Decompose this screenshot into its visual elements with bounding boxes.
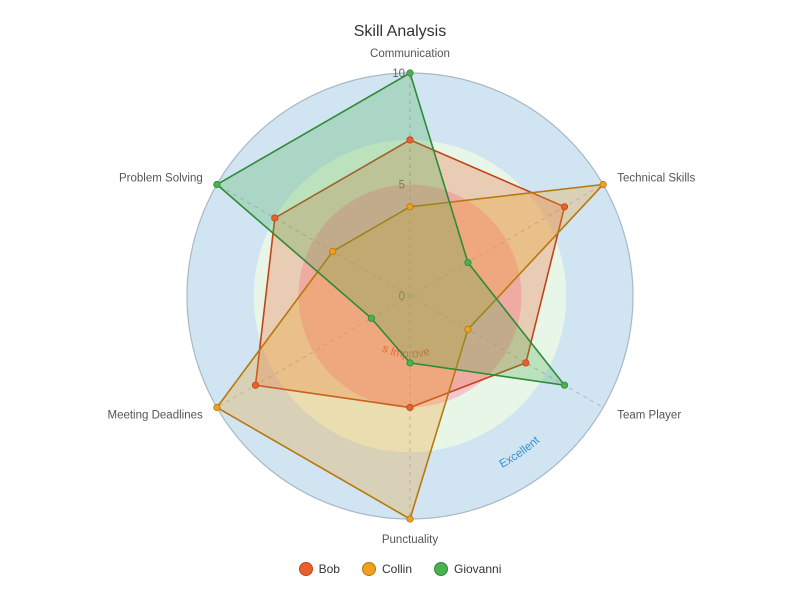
data-point-bob[interactable] — [406, 403, 414, 412]
legend-item-bob[interactable]: Bob — [298, 562, 340, 576]
data-point-bob[interactable] — [251, 381, 260, 389]
data-point-giovanni[interactable] — [213, 180, 221, 189]
data-point-giovanni[interactable] — [367, 314, 375, 322]
data-point-collin[interactable] — [406, 203, 414, 211]
tick-label: 5 — [399, 180, 405, 192]
data-point-giovanni[interactable] — [464, 258, 472, 267]
data-point-collin[interactable] — [406, 515, 414, 523]
data-point-collin[interactable] — [213, 403, 221, 412]
data-point-collin[interactable] — [329, 247, 337, 255]
data-point-bob[interactable] — [560, 203, 569, 211]
data-point-giovanni[interactable] — [406, 69, 414, 77]
axis-spoke — [216, 295, 411, 408]
labels-layer: Communication Technical Skills Team Player… — [107, 48, 695, 546]
legend-swatch — [434, 562, 448, 576]
indicator-label: Punctuality — [382, 534, 439, 546]
indicator-label: Technical Skills — [617, 173, 695, 185]
data-point-collin[interactable] — [464, 325, 472, 334]
data-point-bob[interactable] — [522, 359, 530, 367]
legend-swatch — [298, 562, 313, 576]
chart-title: Skill Analysis — [354, 23, 446, 40]
band-area — [187, 73, 633, 519]
legend-label: Collin — [381, 562, 412, 576]
tick-label: 0 — [399, 291, 405, 303]
data-point-bob[interactable] — [271, 214, 279, 222]
indicator-label: Meeting Deadlines — [107, 410, 203, 422]
data-point-collin[interactable] — [599, 180, 607, 189]
indicator-label: Communication — [370, 48, 450, 60]
axis-spoke — [216, 184, 411, 297]
legend-label: Giovanni — [454, 562, 502, 576]
legend-swatch — [361, 562, 376, 576]
legend-label: Bob — [318, 562, 340, 576]
legend-item-giovanni[interactable]: Giovanni — [434, 562, 501, 576]
indicator-label: Problem Solving — [119, 173, 203, 185]
legend: Bob Collin Giovanni — [0, 562, 800, 576]
axis-spoke — [409, 295, 604, 408]
data-point-bob[interactable] — [406, 136, 414, 144]
indicator-label: Team Player — [617, 410, 681, 422]
data-point-giovanni[interactable] — [560, 381, 569, 389]
data-point-giovanni[interactable] — [406, 359, 414, 367]
series-layer — [213, 69, 607, 523]
legend-item-collin[interactable]: Collin — [361, 562, 412, 576]
axis-spoke — [409, 184, 604, 297]
